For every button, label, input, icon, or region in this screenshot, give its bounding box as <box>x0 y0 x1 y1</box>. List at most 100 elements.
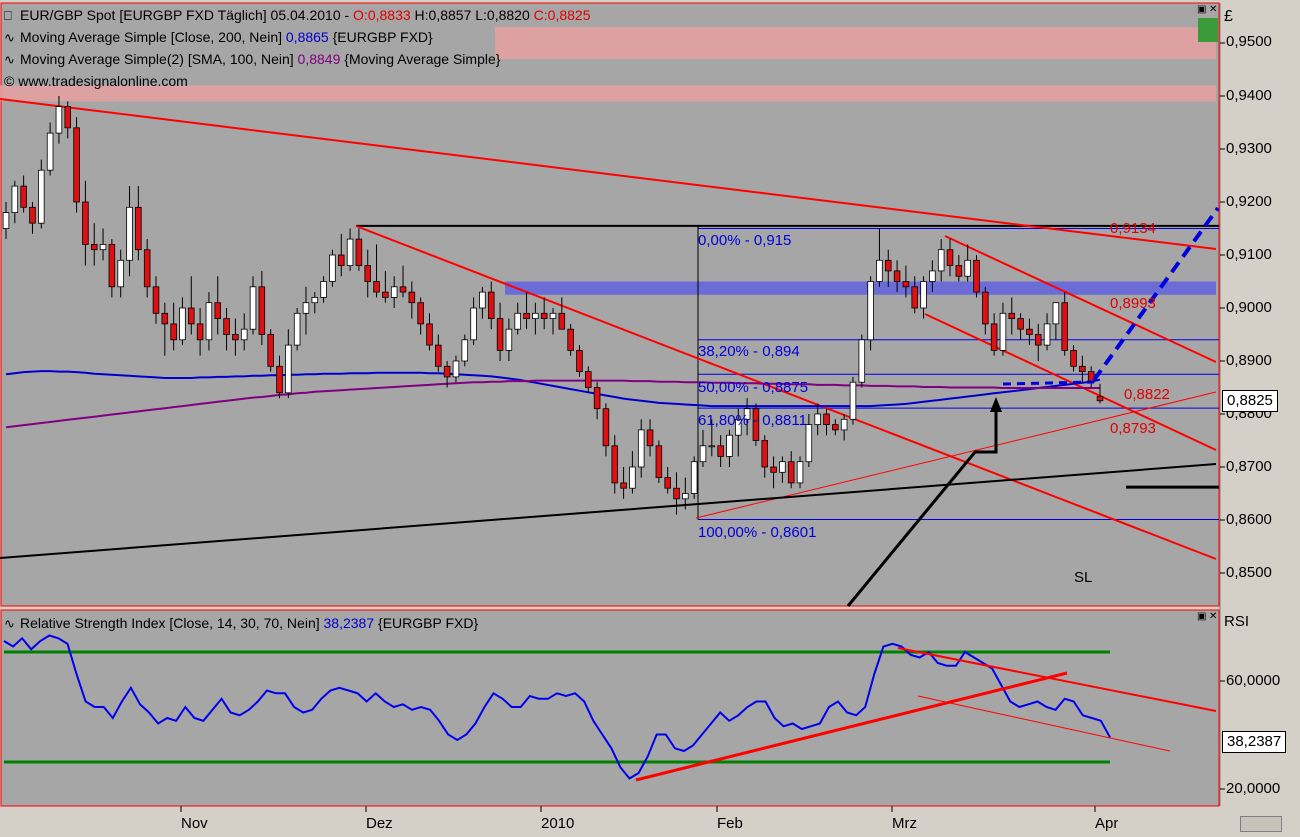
candle-bear <box>611 445 619 484</box>
trendline-3 <box>944 235 1217 363</box>
trendline-0 <box>0 98 1217 250</box>
candle-bear <box>20 185 27 208</box>
candle-bear <box>761 440 769 468</box>
level-label-8822: 0,8822 <box>1124 386 1170 403</box>
candle-bull <box>796 461 804 484</box>
rsi-source: {EURGBP FXD} <box>378 615 479 631</box>
rsi-layer <box>3 634 1217 782</box>
rsi-legend[interactable]: ∿ Relative Strength Index [Close, 14, 30,… <box>4 614 478 633</box>
candle-bull <box>2 212 10 229</box>
support-line <box>0 463 1217 559</box>
candle-bull <box>99 243 107 251</box>
trendlines-layer <box>0 98 1217 560</box>
open-value: O:0,8833 <box>353 7 411 23</box>
rsi-tick-label: 20,0000 <box>1226 780 1281 797</box>
maximize-icon[interactable]: ▣ <box>1197 4 1207 15</box>
candle-bear <box>787 461 795 484</box>
rsi-value: 38,2387 <box>323 615 375 631</box>
candle-bear <box>152 286 160 314</box>
x-tick-label: Mrz <box>892 815 917 832</box>
candle-bear <box>620 482 627 489</box>
panel-color-swatch[interactable] <box>1198 18 1218 42</box>
target-dashed-base <box>1002 380 1095 386</box>
candle-bear <box>426 323 433 346</box>
zone-red-0 <box>0 85 1216 102</box>
candle-bear <box>893 270 901 282</box>
candle-bear <box>655 445 663 478</box>
price-pane[interactable] <box>0 2 1220 607</box>
candle-bear <box>435 344 442 367</box>
candle-bull <box>682 493 689 500</box>
y-tick-label: 0,9100 <box>1226 246 1272 263</box>
candle-bear <box>673 487 680 500</box>
candle-bear <box>408 291 416 304</box>
candle-bull <box>461 339 469 362</box>
trendline-1 <box>355 225 1217 560</box>
rsi-trendline-1 <box>897 647 1217 712</box>
candle-bull <box>708 445 716 448</box>
candle-bear <box>1008 312 1016 319</box>
y-tick-label: 0,8900 <box>1226 352 1272 369</box>
candle-bear <box>1017 318 1024 330</box>
y-tick-label: 0,9200 <box>1226 193 1272 210</box>
main-legend[interactable]: ⎕ EUR/GBP Spot [EURGBP FXD Täglich] 05.04… <box>4 6 590 25</box>
scroll-handle[interactable] <box>1240 816 1282 832</box>
candle-bull <box>805 424 813 463</box>
tick-marks-layer <box>180 42 1225 812</box>
watermark: © www.tradesignalonline.com <box>4 73 188 89</box>
candle-bear <box>90 243 98 251</box>
candle-bull <box>867 281 874 341</box>
price-axis[interactable] <box>1220 3 1300 606</box>
candle-bull <box>285 344 292 394</box>
candle-bear <box>823 413 830 426</box>
candle-bear <box>567 328 574 351</box>
candle-bull <box>452 360 460 378</box>
candle-bull <box>920 281 927 309</box>
candle-bear <box>364 265 371 282</box>
candle-bull <box>549 312 557 319</box>
candle-bull <box>38 169 45 224</box>
target-dashed-arrow <box>1092 206 1220 382</box>
rsi-tick-label: 60,0000 <box>1226 672 1281 689</box>
candle-bear <box>955 265 963 277</box>
candle-bear <box>276 365 283 394</box>
y-tick-label: 0,9000 <box>1226 299 1272 316</box>
candle-bull <box>699 445 707 463</box>
candle-bear <box>832 424 839 431</box>
candle-bear <box>884 259 892 272</box>
close-icon[interactable]: ✕ <box>1209 4 1218 15</box>
x-tick-label: 2010 <box>541 815 575 832</box>
y-tick-label: 0,8700 <box>1226 458 1272 475</box>
candle-bull <box>726 434 733 457</box>
rsi-axis[interactable] <box>1220 610 1300 806</box>
candle-bull <box>690 461 698 494</box>
stop-loss-label: SL <box>1074 569 1093 586</box>
rsi-pane-title: RSI <box>1224 613 1250 630</box>
rsi-trendline-0 <box>635 671 1068 782</box>
maximize-icon[interactable]: ▣ <box>1197 611 1207 622</box>
sma200-label: Moving Average Simple [Close, 200, Nein] <box>20 29 282 45</box>
sma100-legend[interactable]: ∿ Moving Average Simple(2) [SMA, 100, Nei… <box>4 50 500 69</box>
trendline-2 <box>924 313 1217 451</box>
candle-bear <box>223 318 230 335</box>
close-icon[interactable]: ✕ <box>1209 611 1218 622</box>
candle-bull <box>302 302 310 314</box>
candle-bear <box>258 286 266 335</box>
rsi-pane[interactable] <box>0 609 1220 807</box>
sma100-value: 0,8849 <box>297 51 341 67</box>
zone-blue-2 <box>505 281 1216 295</box>
currency-symbol: £ <box>1224 8 1233 25</box>
candle-bull <box>311 296 319 304</box>
candle-bull <box>849 381 857 420</box>
candle-bear <box>232 334 239 341</box>
candle-icon: ⎕ <box>4 8 12 23</box>
candle-bear <box>1070 349 1077 367</box>
candle-bear <box>1034 334 1042 346</box>
candle-bull <box>126 206 133 261</box>
line-indicator-icon: ∿ <box>4 616 15 631</box>
candle-bear <box>1061 302 1068 351</box>
sma200-legend[interactable]: ∿ Moving Average Simple [Close, 200, Nein… <box>4 28 433 47</box>
candle-bull <box>329 254 336 282</box>
candle-bear <box>1096 396 1104 402</box>
